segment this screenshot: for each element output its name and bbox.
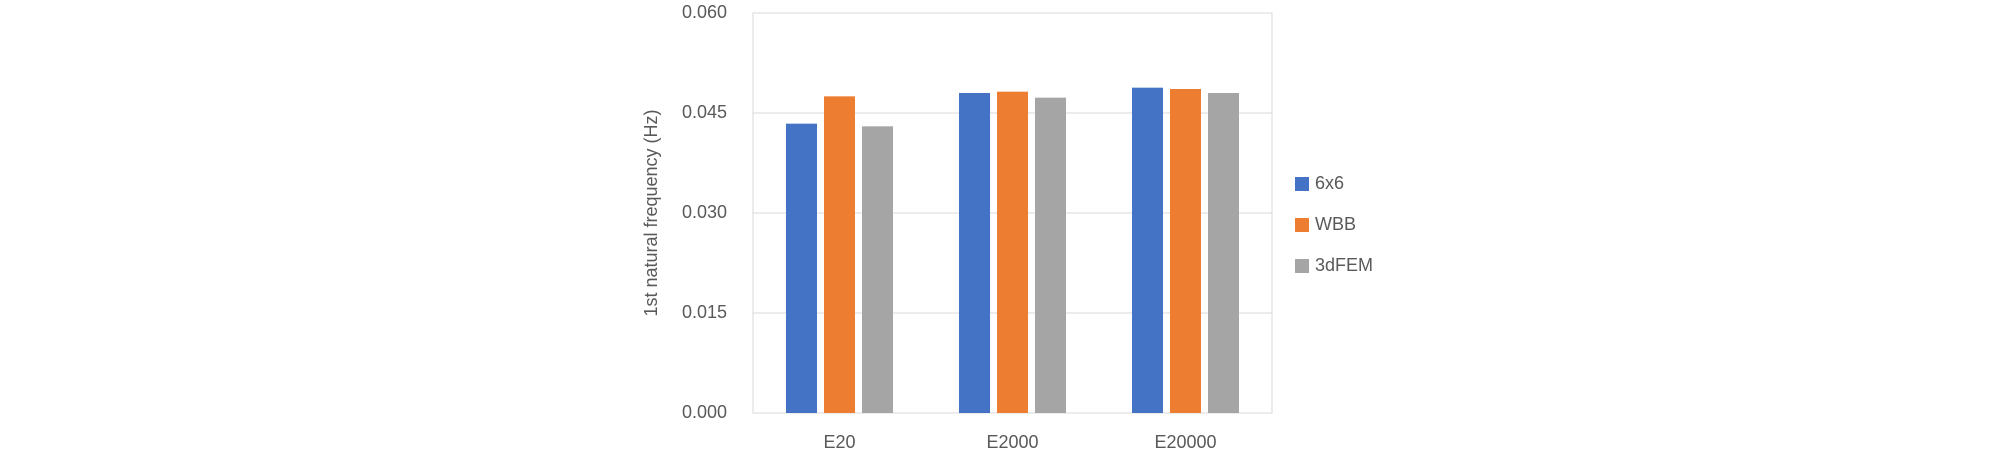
y-axis-label: 1st natural frequency (Hz) [641, 109, 661, 316]
bar [1208, 93, 1239, 413]
bar [997, 91, 1028, 414]
legend-swatch [1295, 177, 1309, 191]
y-tick-label: 0.030 [682, 202, 727, 222]
bar [1035, 97, 1066, 414]
y-tick-label: 0.015 [682, 302, 727, 322]
x-tick-label: E2000 [986, 432, 1038, 452]
bar [1170, 89, 1201, 413]
x-tick-label: E20 [823, 432, 855, 452]
legend-label: WBB [1315, 214, 1356, 234]
x-tick-label: E20000 [1154, 432, 1216, 452]
legend-swatch [1295, 259, 1309, 273]
legend-label: 3dFEM [1315, 255, 1373, 275]
y-tick-label: 0.060 [682, 2, 727, 22]
bar [824, 96, 855, 413]
bar [1132, 87, 1163, 414]
y-tick-label: 0.000 [682, 402, 727, 422]
bar [959, 93, 990, 413]
legend-label: 6x6 [1315, 173, 1344, 193]
bar [786, 123, 817, 414]
legend-swatch [1295, 218, 1309, 232]
y-tick-label: 0.045 [682, 102, 727, 122]
bar [862, 126, 893, 413]
